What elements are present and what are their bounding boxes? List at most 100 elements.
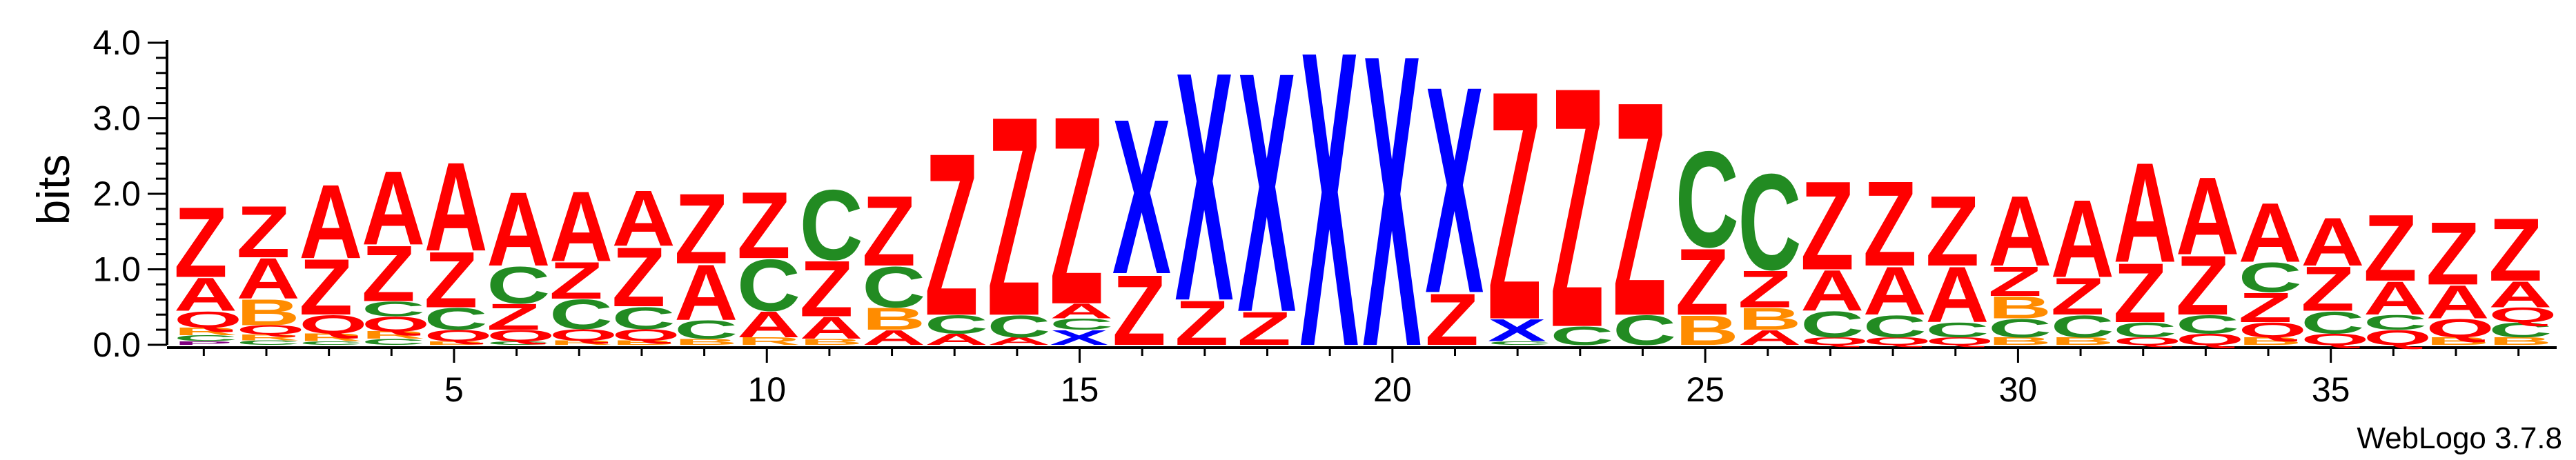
logo-letter: A (174, 268, 237, 321)
logo-letter: C (1738, 146, 1801, 299)
logo-letter: Z (2363, 195, 2417, 301)
y-axis: 0.0 1.0 2.0 3.0 4.0 (92, 23, 168, 364)
logo-letter: A (2426, 275, 2490, 328)
logo-letter: Z (362, 229, 415, 318)
logo-letter: Z (1550, 16, 1604, 399)
logo-letter: A (362, 149, 425, 267)
logo-letter: A (800, 310, 863, 346)
logo-letter: C (362, 297, 425, 321)
logo-letter: Q (612, 326, 680, 344)
logo-letter: X (1300, 0, 1359, 434)
logo-letter: Q (1863, 335, 1931, 347)
logo-letter: B (2426, 335, 2490, 347)
logo-letter: A (2239, 186, 2302, 280)
logo-letter: Q (1800, 335, 1869, 347)
logo-letter: Z (2176, 239, 2230, 333)
logo-letter: Q (549, 326, 618, 344)
logo-letter: C (987, 309, 1051, 344)
logo-letter: X (1237, 1, 1297, 383)
logo-letter: B (800, 337, 863, 347)
logo-letter: Z (549, 252, 603, 310)
y-tick-label: 3.0 (92, 99, 141, 138)
logo-letter: Z (737, 173, 791, 279)
logo-letter: A (1800, 258, 1864, 323)
logo-letter: C (362, 337, 425, 347)
logo-letter: A (2176, 154, 2239, 277)
logo-letter: Q (2301, 330, 2369, 348)
logo-letter: C (486, 256, 550, 314)
logo-letter: Z (2113, 246, 2167, 340)
x-tick-label: 30 (1999, 370, 2038, 409)
logo-letter: A (2301, 204, 2364, 280)
weblogo-credit: WebLogo 3.7.8 (2357, 421, 2562, 455)
y-axis-label: bits (28, 154, 79, 226)
logo-letter: Z (1112, 254, 1166, 366)
logo-letter: Z (2239, 285, 2292, 332)
logo-letter: Z (2426, 203, 2480, 303)
logo-letter: Z (612, 230, 666, 324)
logo-letter: B (1988, 335, 2052, 347)
y-tick-label: 0.0 (92, 326, 141, 364)
logo-letter: Q (2363, 326, 2432, 349)
logo-letter: Z (1738, 260, 1791, 319)
logo-letter: Z (1050, 61, 1103, 361)
logo-letter: X (1363, 0, 1422, 434)
logo-letter: A (737, 304, 800, 346)
logo-letter: B (674, 337, 738, 347)
logo-letter: C (1925, 318, 1989, 341)
logo-letter: X (1050, 326, 1108, 349)
logo-letter: R (237, 332, 300, 342)
logo-letter: A (612, 174, 676, 263)
logo-letter: A (862, 326, 925, 349)
logo-letter: R (737, 335, 800, 347)
logo-letter: R (299, 332, 362, 343)
logo-letter: Q (2426, 314, 2495, 343)
x-tick-label: 5 (444, 370, 464, 409)
logo-letter: A (1738, 326, 1801, 349)
logo-letter: Z (2051, 268, 2105, 326)
logo-letter: X (1175, 3, 1235, 369)
logo-letters: PCRQAZCRQBAZCRQZACRQCZABQCZACQZCARQCZABQ… (174, 0, 2557, 434)
logo-letter: A (2051, 177, 2114, 300)
logo-letter: Q (486, 327, 555, 345)
logo-letter: C (1675, 123, 1739, 276)
logo-letter: A (1988, 174, 2052, 287)
logo-letter: C (2051, 309, 2114, 344)
logo-letter: P (174, 340, 233, 346)
logo-letter: Q (174, 306, 242, 332)
logo-letter: C (862, 254, 925, 319)
logo-letter: A (2113, 134, 2176, 292)
logo-letter: Q (362, 312, 430, 336)
logo-letter: C (299, 340, 362, 346)
logo-letter: A (674, 248, 738, 337)
logo-letter: A (1863, 253, 1927, 329)
logo-letter: B (2488, 335, 2552, 347)
x-tick-label: 35 (2312, 370, 2350, 409)
logo-letter: Z (1425, 278, 1479, 361)
logo-letter: Q (299, 310, 367, 339)
logo-letter: Z (1988, 258, 2042, 305)
logo-letter: B (1738, 301, 1801, 337)
logo-letter: B (862, 301, 925, 337)
logo-letter: B (1988, 290, 2052, 325)
logo-letter: Z (800, 244, 854, 333)
logo-letter: Z (1925, 174, 1979, 287)
logo-letter: Z (1175, 288, 1229, 359)
logo-letter: C (737, 243, 800, 326)
logo-letter: Z (674, 172, 728, 285)
logo-letter: Z (2301, 253, 2354, 324)
logo-letter: C (674, 315, 738, 345)
logo-letter: R (362, 330, 425, 341)
logo-letter: Q (1925, 335, 1994, 347)
logo-letter: C (1800, 304, 1864, 346)
x-tick-label: 10 (747, 370, 786, 409)
logo-letter: C (2176, 310, 2239, 339)
logo-letter: Z (299, 243, 353, 332)
logo-letter: Z (1863, 156, 1917, 292)
logo-letter: C (2239, 254, 2302, 301)
logo-letter: X (1488, 312, 1546, 348)
x-tick-label: 20 (1373, 370, 1412, 409)
logo-letter: Z (2488, 200, 2542, 300)
logo-letter: Z (1488, 23, 1542, 388)
